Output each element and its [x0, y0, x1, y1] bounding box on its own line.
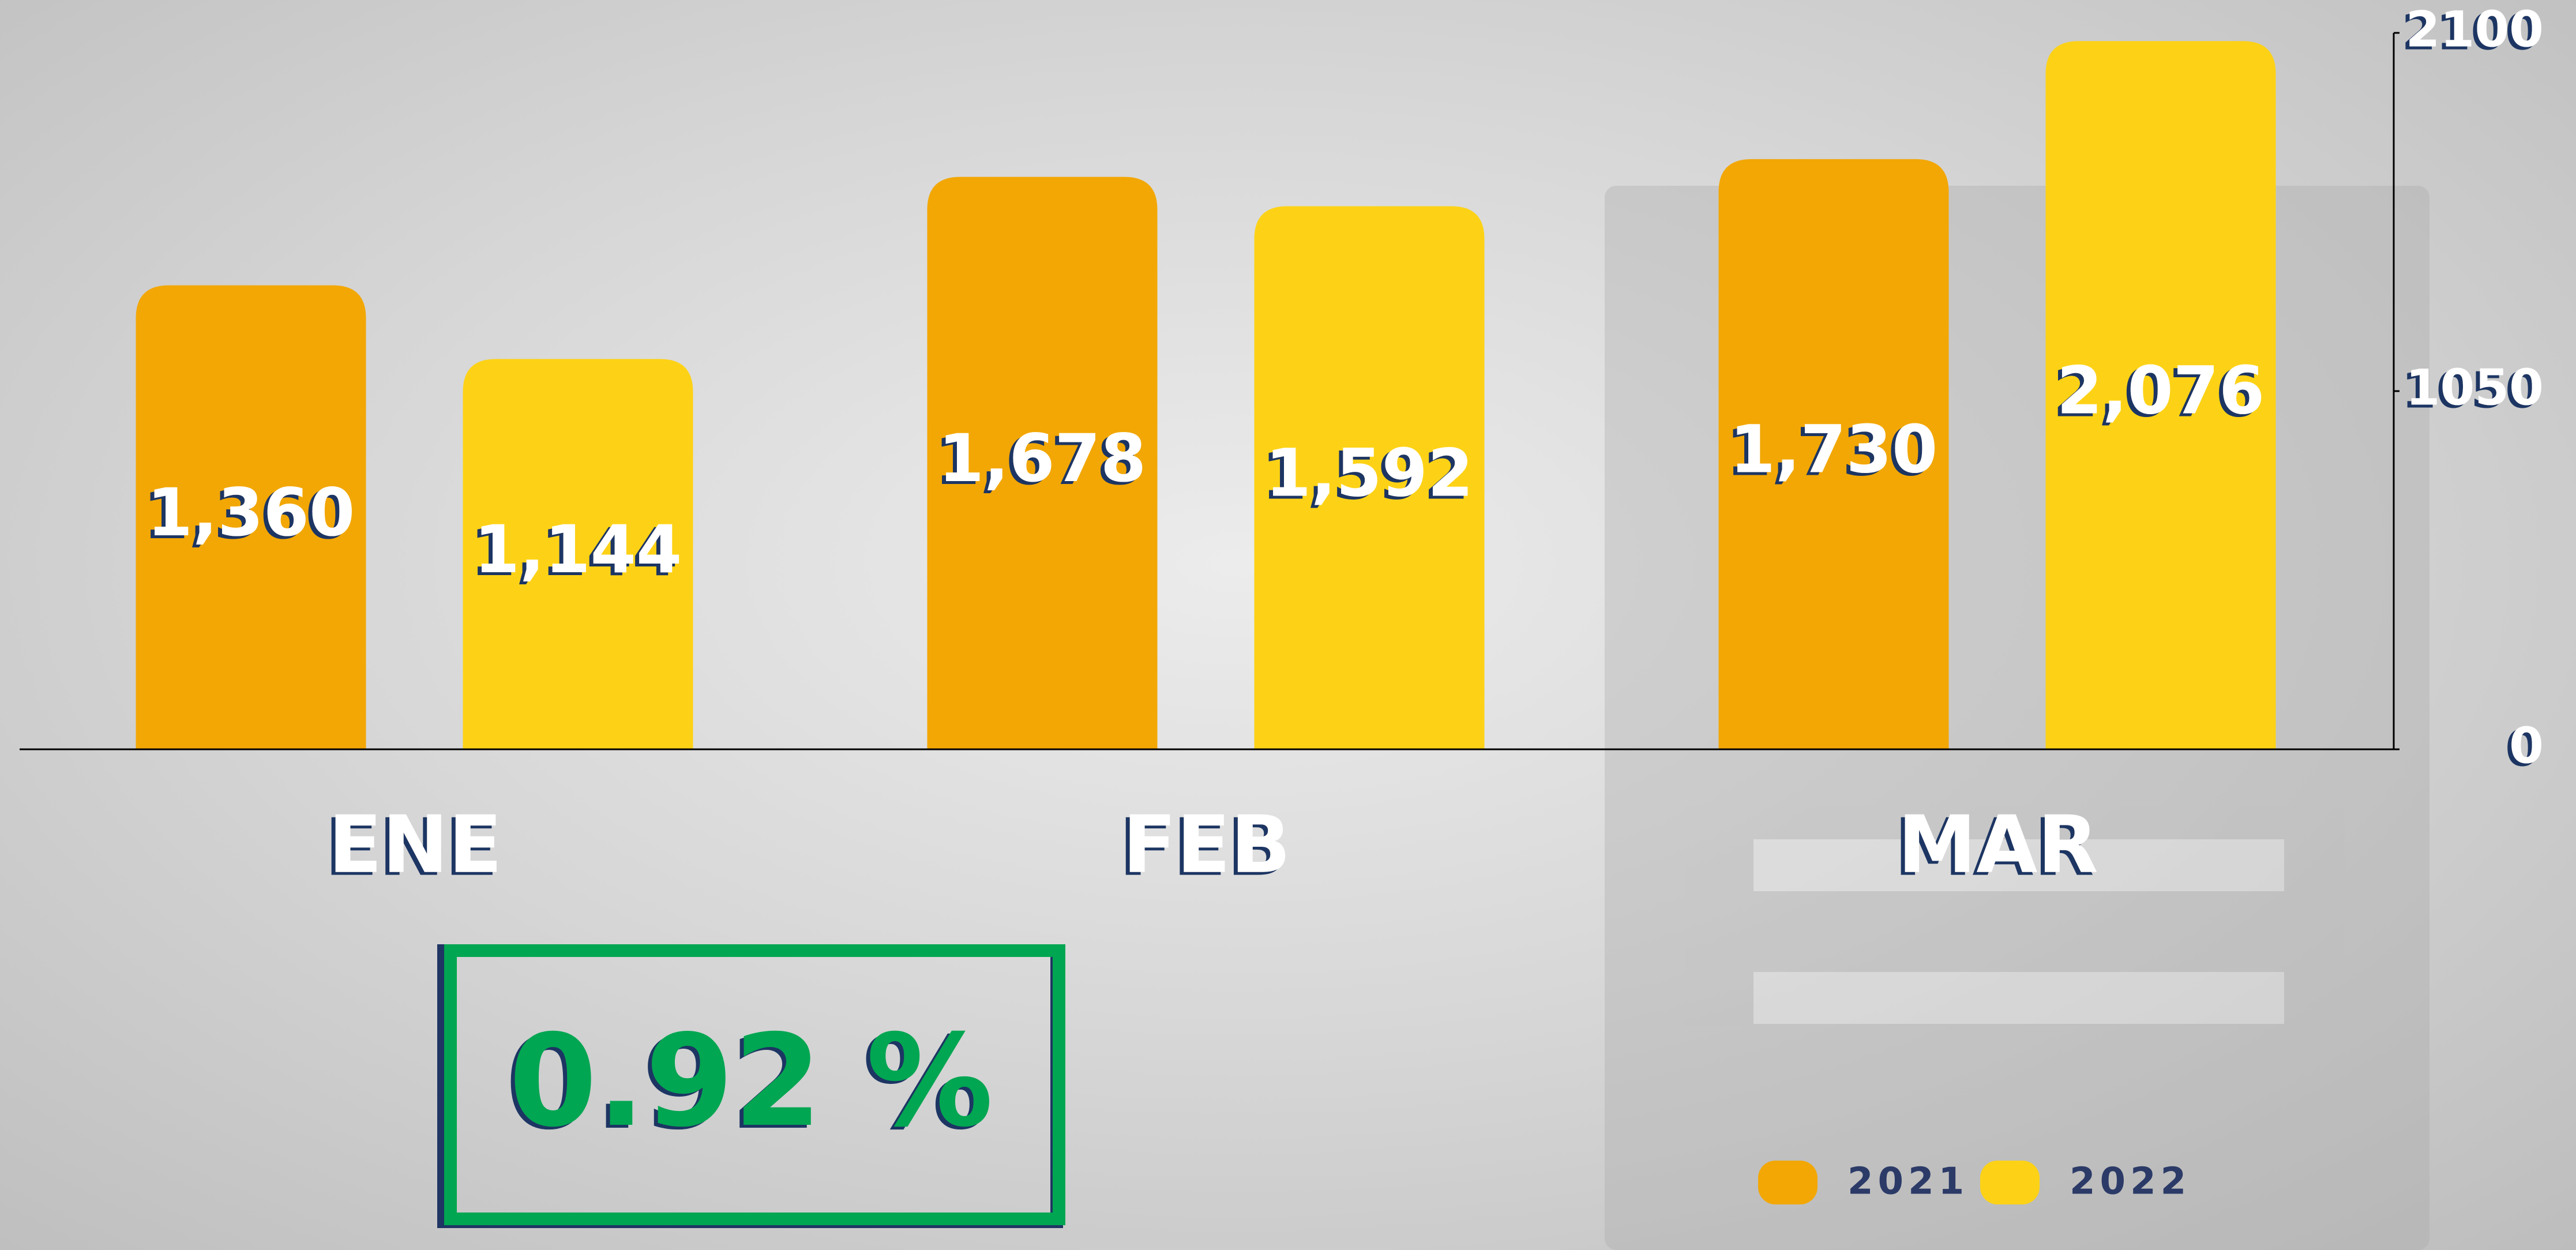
annotation-box: 0.92 % [437, 944, 1065, 1228]
x-tick-label: FEB [1122, 799, 1291, 891]
y-tick-label: 1050 [2406, 359, 2544, 416]
value-label: 2,076 [2057, 352, 2265, 429]
value-label: 1,678 [938, 420, 1147, 497]
legend-swatch [1758, 1161, 1818, 1204]
legend-label: 2021 [1847, 1161, 1969, 1203]
bar [2045, 41, 2276, 749]
bar [136, 285, 366, 750]
x-tick-label: MAR [1898, 799, 2098, 891]
legend-swatch [1980, 1161, 2040, 1204]
annotation: 0.92 % [509, 1007, 993, 1155]
bar [463, 359, 693, 749]
y-tick-label: 2100 [2406, 1, 2544, 58]
x-tick-label: ENE [328, 799, 502, 891]
value-label: 1,360 [147, 474, 355, 551]
y-tick-label: 0 [2509, 717, 2544, 775]
bar [927, 177, 1158, 749]
value-label: 1,144 [474, 511, 682, 588]
value-label: 1,730 [1730, 411, 1938, 488]
legend-label: 2022 [2070, 1161, 2191, 1203]
bar [1718, 159, 1949, 749]
value-label: 1,592 [1266, 434, 1474, 511]
bar [1254, 206, 1485, 750]
